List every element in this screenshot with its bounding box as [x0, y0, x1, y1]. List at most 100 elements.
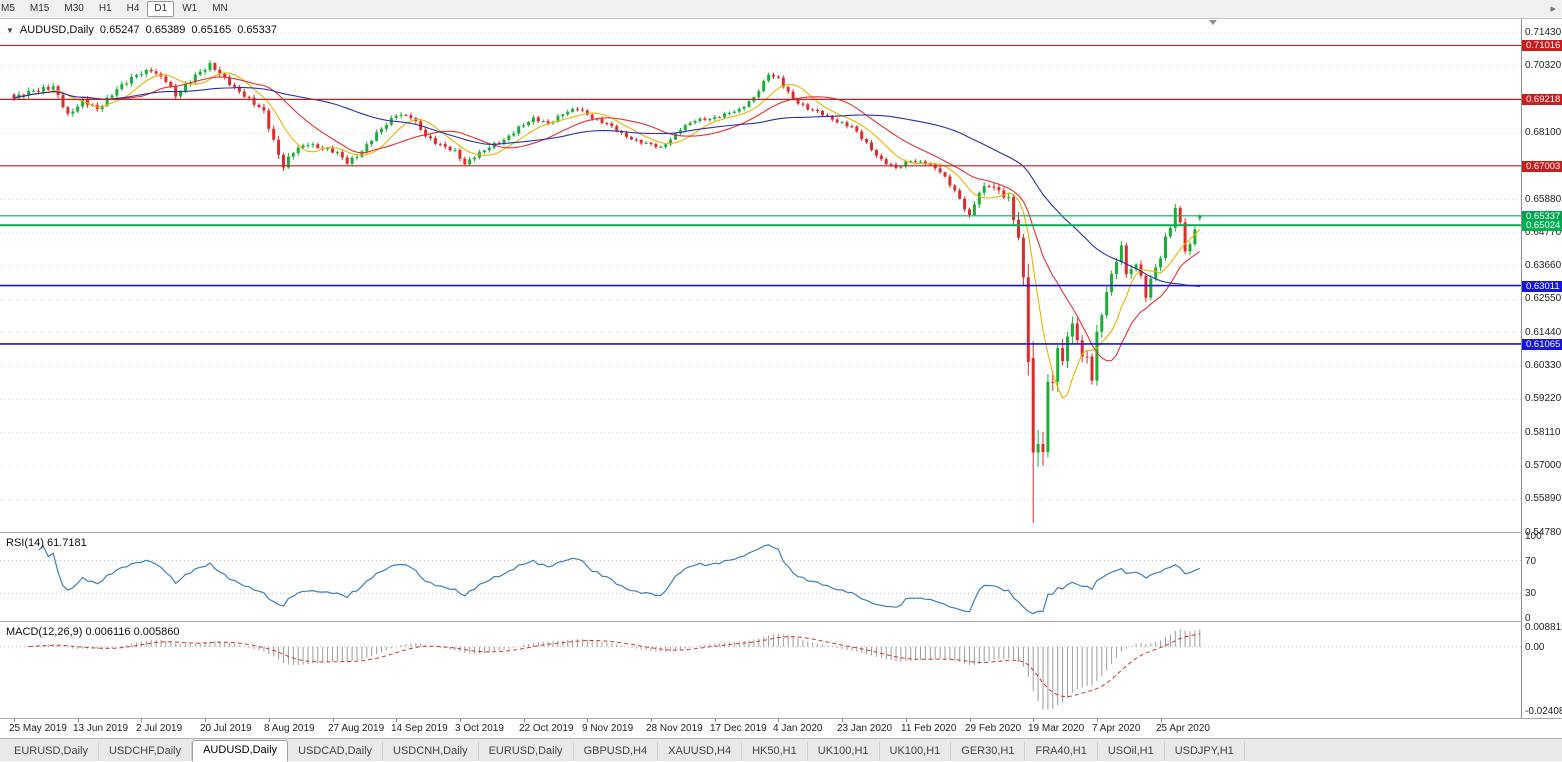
- date-tick-mark: [78, 719, 79, 722]
- chart-tab[interactable]: FRA40,H1: [1025, 742, 1098, 761]
- date-axis-label: 13 Jun 2019: [73, 723, 129, 734]
- date-tick-mark: [396, 719, 397, 722]
- rsi-axis-label: 30: [1525, 588, 1537, 599]
- ma-line-18: [13, 76, 1201, 362]
- scroll-to-end-button[interactable]: ▸: [1550, 3, 1556, 15]
- macd-indicator-label: MACD(12,26,9) 0.006116 0.005860: [6, 626, 180, 638]
- chart-tab[interactable]: EURUSD,Daily: [4, 742, 99, 761]
- date-tick-mark: [333, 719, 334, 722]
- ma-line-8: [13, 72, 1201, 399]
- price-line-badge: 0.65024: [1522, 220, 1562, 231]
- timeframe-button-h4[interactable]: H4: [126, 3, 140, 14]
- chart-tab[interactable]: GBPUSD,H4: [574, 742, 659, 761]
- price-line-badge: 0.67003: [1522, 161, 1562, 172]
- date-tick-mark: [778, 719, 779, 722]
- price-axis-label: 0.62550: [1525, 293, 1562, 304]
- date-axis-label: 22 Oct 2019: [519, 723, 574, 734]
- panel-splitter[interactable]: [0, 532, 1562, 533]
- macd-signal-line: [28, 633, 1200, 698]
- price-axis[interactable]: 0.71430 0.70320 0.68100 0.65880 0.64770 0.636…: [1521, 19, 1562, 718]
- chart-symbol-title: AUDUSD,Daily: [19, 24, 94, 36]
- horizontal-lines[interactable]: [0, 44, 1521, 345]
- date-axis-label: 25 May 2019: [9, 723, 67, 734]
- chart-tab[interactable]: USDCNH,Daily: [383, 742, 479, 761]
- chart-tab[interactable]: HK50,H1: [742, 742, 808, 761]
- timeframe-button-m30[interactable]: M30: [64, 3, 84, 14]
- chart-tab[interactable]: UK100,H1: [808, 742, 880, 761]
- chart-tab[interactable]: UK100,H1: [880, 742, 952, 761]
- price-line-badge: 0.69218: [1522, 94, 1562, 105]
- date-tick-mark: [1097, 719, 1098, 722]
- price-line-badge: 0.65337: [1522, 211, 1562, 222]
- rsi-indicator-label: RSI(14) 61.7181: [6, 537, 87, 549]
- date-tick-mark: [205, 719, 206, 722]
- chart-tab[interactable]: USOil,H1: [1098, 742, 1165, 761]
- panel-splitter[interactable]: [0, 621, 1562, 622]
- date-axis-label: 2 Jul 2019: [136, 723, 183, 734]
- price-axis-label: 0.54780: [1525, 527, 1562, 538]
- date-tick-mark: [1161, 719, 1162, 722]
- date-axis[interactable]: 25 May 2019 13 Jun 2019 2 Jul 2019 20 Jul 2…: [0, 719, 1521, 738]
- date-tick-mark: [14, 719, 15, 722]
- date-tick-mark: [715, 719, 716, 722]
- chart-tab[interactable]: XAUUSD,H4: [658, 742, 743, 761]
- candlestick-series: [12, 60, 1202, 523]
- price-axis-label: 0.59220: [1525, 393, 1562, 404]
- date-tick-mark: [524, 719, 525, 722]
- date-axis-label: 9 Nov 2019: [582, 723, 634, 734]
- date-axis-label: 7 Apr 2020: [1092, 723, 1141, 734]
- price-line-badge: 0.63011: [1522, 281, 1562, 292]
- collapse-chart-icon[interactable]: ▼: [6, 25, 14, 35]
- ohlc-low: 0.65165: [191, 24, 232, 36]
- price-axis-label: 0.55890: [1525, 493, 1562, 504]
- date-tick-mark: [460, 719, 461, 722]
- chart-tab[interactable]: USDJPY,H1: [1165, 742, 1245, 761]
- main-chart-plot[interactable]: [0, 19, 1521, 532]
- macd-axis-label: 0.00: [1525, 642, 1545, 653]
- chart-tab[interactable]: AUDUSD,Daily: [192, 740, 289, 762]
- date-tick-mark: [141, 719, 142, 722]
- date-tick-mark: [970, 719, 971, 722]
- chart-tab[interactable]: EURUSD,Daily: [479, 742, 574, 761]
- macd-axis-label: 0.008815: [1525, 622, 1562, 633]
- date-axis-label: 29 Feb 2020: [965, 723, 1022, 734]
- date-axis-label: 27 Aug 2019: [328, 723, 385, 734]
- date-axis-label: 25 Apr 2020: [1156, 723, 1210, 734]
- chart-tab[interactable]: USDCHF,Daily: [99, 742, 193, 761]
- timeframe-button-m15[interactable]: M15: [29, 3, 50, 14]
- ohlc-high: 0.65389: [145, 24, 186, 36]
- price-axis-label: 0.70320: [1525, 60, 1562, 71]
- date-axis-label: 20 Jul 2019: [200, 723, 252, 734]
- rsi-axis-label: 0: [1525, 613, 1531, 624]
- price-axis-label: 0.71430: [1525, 27, 1562, 38]
- timeframe-button-m5[interactable]: M5: [1, 3, 15, 14]
- chart-tab[interactable]: USDCAD,Daily: [288, 742, 384, 761]
- rsi-indicator-plot[interactable]: [0, 533, 1521, 621]
- timeframe-toolbar: M5 M15 M30 H1 H4 D1 W1 MN: [0, 0, 1562, 19]
- date-axis-label: 8 Aug 2019: [264, 723, 315, 734]
- macd-indicator-plot[interactable]: [0, 622, 1521, 718]
- date-axis-label: 28 Nov 2019: [646, 723, 703, 734]
- ohlc-close: 0.65337: [237, 24, 277, 36]
- date-axis-label: 17 Dec 2019: [710, 723, 767, 734]
- timeframe-button-mn[interactable]: MN: [212, 3, 228, 14]
- date-axis-label: 23 Jan 2020: [837, 723, 893, 734]
- date-axis-border: [0, 718, 1562, 719]
- timeframe-button-h1[interactable]: H1: [98, 3, 112, 14]
- timeframe-button-d1[interactable]: D1: [147, 1, 175, 17]
- date-axis-label: 14 Sep 2019: [391, 723, 448, 734]
- ohlc-open: 0.65247: [99, 24, 140, 36]
- date-tick-mark: [1033, 719, 1034, 722]
- rsi-line: [38, 544, 1201, 615]
- date-axis-label: 3 Oct 2019: [455, 723, 504, 734]
- date-axis-label: 11 Feb 2020: [901, 723, 957, 734]
- date-tick-mark: [587, 719, 588, 722]
- price-axis-label: 0.58110: [1525, 427, 1561, 438]
- date-axis-label: 19 Mar 2020: [1028, 723, 1085, 734]
- timeframe-button-w1[interactable]: W1: [182, 3, 198, 14]
- price-axis-label: 0.68100: [1525, 127, 1562, 138]
- chart-tab[interactable]: GER30,H1: [951, 742, 1026, 761]
- date-axis-label: 4 Jan 2020: [773, 723, 823, 734]
- chart-shift-marker-icon[interactable]: [1209, 20, 1217, 25]
